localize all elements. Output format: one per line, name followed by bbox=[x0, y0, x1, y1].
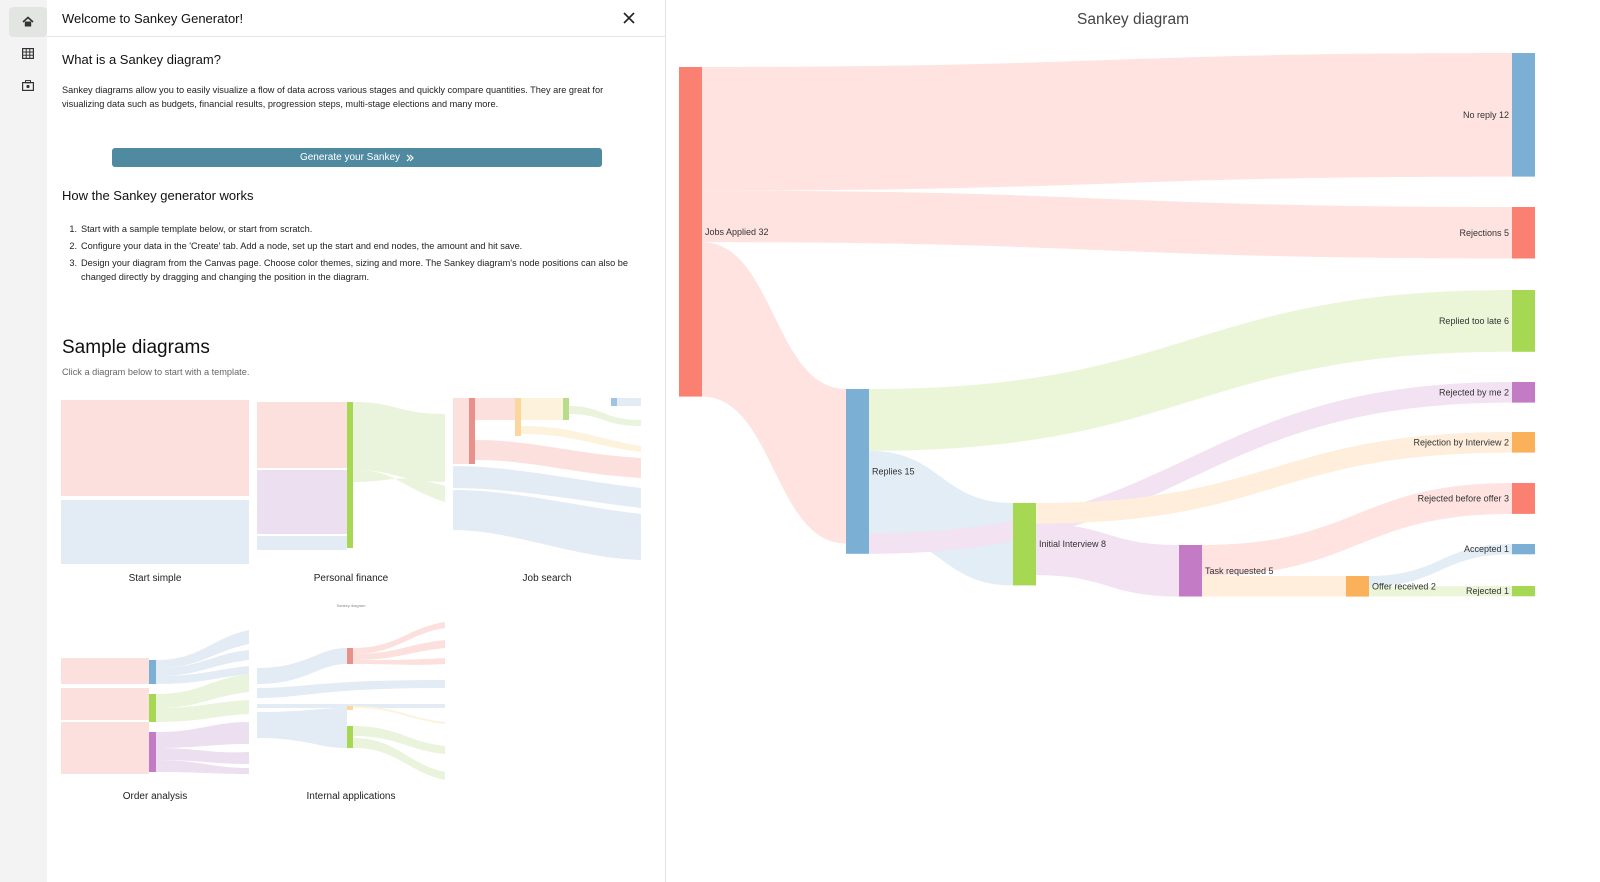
what-is-sankey-text: Sankey diagrams allow you to easily visu… bbox=[62, 85, 604, 109]
sample-card-internal-applications[interactable]: Sankey diagram Internal applications bbox=[257, 603, 445, 809]
sankey-node-task[interactable] bbox=[1179, 545, 1202, 597]
sankey-node-label-late: Replied too late 6 bbox=[1439, 316, 1509, 326]
sample-thumbnail-title: Sankey diagram bbox=[336, 603, 366, 608]
generate-sankey-button[interactable]: Generate your Sankey bbox=[112, 148, 602, 167]
sample-thumbnail bbox=[61, 630, 249, 774]
generate-sankey-label: Generate your Sankey bbox=[299, 152, 401, 163]
sample-label: Start simple bbox=[128, 573, 182, 584]
sankey-node-label-replies: Replies 15 bbox=[872, 466, 915, 476]
canvas-icon bbox=[22, 79, 34, 91]
sankey-node-jobs[interactable] bbox=[679, 67, 702, 397]
sankey-diagram: Jobs Applied 32 No reply 12 Rejections 5 Re… bbox=[679, 53, 1535, 597]
sankey-node-label-byme: Rejected by me 2 bbox=[1439, 387, 1509, 397]
sankey-node-label-jobs: Jobs Applied 32 bbox=[705, 227, 769, 237]
sankey-links bbox=[702, 53, 1512, 597]
sankey-link-jobs-noreply[interactable] bbox=[702, 53, 1512, 191]
sample-label: Personal finance bbox=[313, 573, 389, 584]
home-icon bbox=[22, 16, 34, 27]
table-icon bbox=[22, 47, 34, 59]
sankey-link-replies-late[interactable] bbox=[869, 290, 1512, 451]
sankey-link-offer-rejected[interactable] bbox=[1369, 586, 1512, 597]
diagram-canvas: Sankey diagram Jobs Applied 32 No reply 1… bbox=[666, 0, 1600, 882]
sankey-link-jobs-replies[interactable] bbox=[702, 242, 846, 544]
step-item: 2. Configure your data in the 'Create' t… bbox=[69, 241, 523, 251]
sample-thumbnail bbox=[61, 400, 249, 564]
sankey-node-late[interactable] bbox=[1512, 290, 1535, 352]
sankey-link-replies-interview[interactable] bbox=[869, 450, 1013, 586]
left-nav-rail bbox=[0, 0, 47, 882]
sample-label: Order analysis bbox=[122, 791, 188, 802]
sample-label: Job search bbox=[522, 573, 572, 584]
sankey-node-noreply[interactable] bbox=[1512, 53, 1535, 177]
sankey-node-label-accepted: Accepted 1 bbox=[1464, 544, 1509, 554]
sample-diagrams-heading: Sample diagrams bbox=[62, 337, 210, 358]
sankey-node-rejected[interactable] bbox=[1512, 586, 1535, 597]
sankey-node-label-rejint: Rejection by Interview 2 bbox=[1413, 437, 1509, 447]
sankey-link-task-offer[interactable] bbox=[1202, 575, 1346, 597]
welcome-title: Welcome to Sankey Generator! bbox=[62, 11, 244, 26]
sankey-node-accepted[interactable] bbox=[1512, 544, 1535, 555]
double-chevron-right-icon bbox=[406, 154, 414, 161]
sankey-node-label-rejected: Rejected 1 bbox=[1466, 586, 1509, 596]
sample-thumbnail bbox=[453, 398, 641, 560]
sankey-node-beforeoffer[interactable] bbox=[1512, 483, 1535, 514]
sankey-node-interview[interactable] bbox=[1013, 503, 1036, 586]
step-item: 3. Design your diagram from the Canvas p… bbox=[69, 258, 629, 282]
sankey-link-replies-byme[interactable] bbox=[869, 382, 1512, 554]
sample-thumbnail bbox=[257, 622, 445, 780]
sankey-link-interview-rejint[interactable] bbox=[1036, 432, 1512, 524]
sankey-node-label-interview: Initial Interview 8 bbox=[1039, 539, 1106, 549]
sankey-link-jobs-rej[interactable] bbox=[702, 190, 1512, 259]
nav-home-button[interactable] bbox=[9, 7, 47, 37]
sample-card-start-simple[interactable]: Start simple bbox=[61, 385, 249, 591]
welcome-panel: Welcome to Sankey Generator! What is a S… bbox=[47, 0, 666, 882]
sankey-link-offer-accepted[interactable] bbox=[1369, 544, 1512, 587]
diagram-title: Sankey diagram bbox=[1076, 11, 1189, 28]
how-it-works-heading: How the Sankey generator works bbox=[62, 188, 254, 203]
sample-thumbnail bbox=[257, 402, 445, 550]
sankey-node-rej[interactable] bbox=[1512, 207, 1535, 259]
sankey-nodes: Jobs Applied 32 No reply 12 Rejections 5 Re… bbox=[679, 53, 1535, 597]
sankey-node-label-beforeoffer: Rejected before offer 3 bbox=[1418, 493, 1509, 503]
sankey-link-interview-task[interactable] bbox=[1036, 523, 1179, 597]
sankey-node-rejint[interactable] bbox=[1512, 432, 1535, 453]
nav-data-table-button[interactable] bbox=[9, 38, 47, 68]
sankey-node-byme[interactable] bbox=[1512, 382, 1535, 403]
step-item: 1. Start with a sample template below, o… bbox=[69, 224, 313, 234]
sample-label: Internal applications bbox=[306, 791, 396, 802]
how-it-works-steps: 1. Start with a sample template below, o… bbox=[62, 222, 652, 287]
nav-canvas-button[interactable] bbox=[9, 70, 47, 100]
sankey-link-task-beforeoffer[interactable] bbox=[1202, 483, 1512, 576]
welcome-panel-header: Welcome to Sankey Generator! bbox=[47, 0, 666, 37]
sample-card-personal-finance[interactable]: Personal finance bbox=[257, 385, 445, 591]
sankey-node-label-rej: Rejections 5 bbox=[1459, 228, 1509, 238]
close-icon[interactable] bbox=[621, 10, 637, 26]
sankey-node-offer[interactable] bbox=[1346, 576, 1369, 597]
sample-diagrams-subtitle: Click a diagram below to start with a te… bbox=[62, 367, 250, 377]
sankey-node-label-offer: Offer received 2 bbox=[1372, 581, 1436, 591]
what-is-sankey-heading: What is a Sankey diagram? bbox=[62, 52, 221, 67]
sankey-node-label-noreply: No reply 12 bbox=[1463, 110, 1509, 120]
sankey-node-replies[interactable] bbox=[846, 389, 869, 554]
sample-card-order-analysis[interactable]: Order analysis bbox=[61, 603, 249, 809]
sankey-node-label-task: Task requested 5 bbox=[1205, 566, 1274, 576]
sample-card-job-search[interactable]: Job search bbox=[453, 385, 641, 591]
